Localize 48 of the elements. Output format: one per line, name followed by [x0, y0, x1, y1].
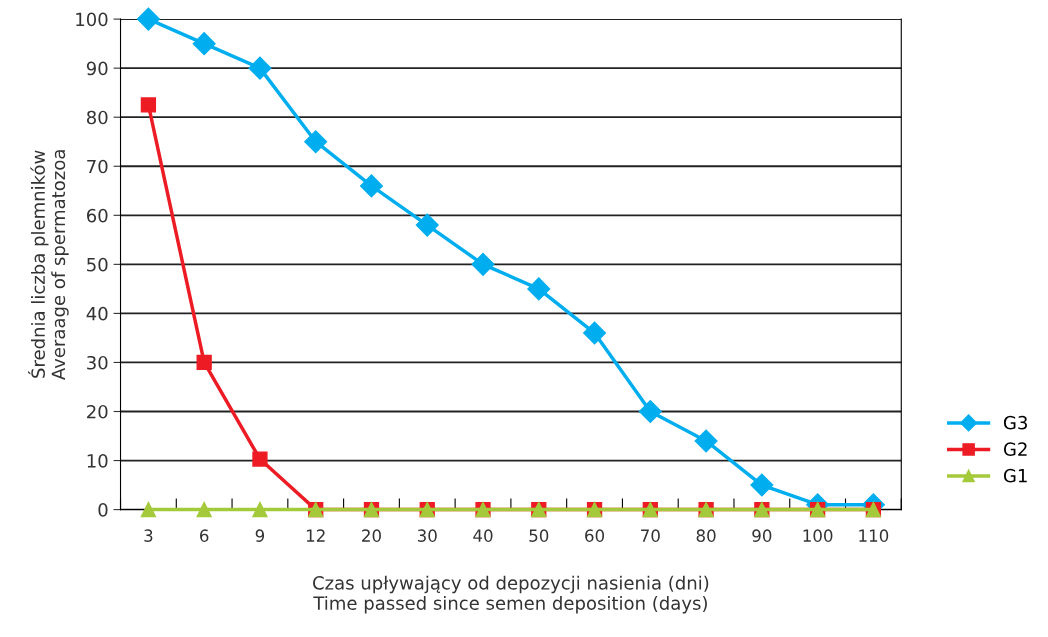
y-tick-label: 40 [86, 306, 108, 321]
point [192, 32, 216, 56]
point [252, 451, 268, 467]
point [136, 7, 160, 31]
point [252, 501, 268, 518]
x-tick-label: 110 [859, 529, 889, 542]
y-tick-label: 20 [87, 404, 108, 419]
x-tick-label: 3 [144, 529, 153, 542]
point [359, 174, 383, 198]
x-tick-label: 20 [362, 529, 381, 542]
point [583, 321, 607, 345]
y-tick-label: 80 [86, 110, 108, 125]
x-tick-label: 90 [752, 529, 772, 542]
point [694, 429, 718, 453]
x-tick-label: 9 [255, 529, 265, 542]
y-axis-title: Średnia liczba plemników Averaage of spermatozoa [28, 150, 69, 380]
x-tick-label: 6 [200, 529, 209, 542]
point [304, 130, 328, 154]
point [196, 354, 212, 371]
x-tick-label: 50 [529, 529, 549, 542]
point [750, 473, 774, 497]
legend-label: G3 [1003, 415, 1027, 430]
x-tick-label: 80 [696, 529, 716, 542]
y-tick-label: 10 [87, 454, 108, 468]
y-tick-label: 50 [87, 257, 108, 272]
point [638, 400, 662, 423]
legend-label: G1 [1003, 468, 1027, 483]
y-tick-label: 100 [76, 12, 108, 27]
x-tick-label: 100 [803, 529, 833, 542]
point [140, 97, 157, 113]
point [248, 56, 272, 80]
y-tick-label: 70 [87, 159, 108, 174]
x-tick-label: 60 [585, 529, 605, 542]
point [415, 213, 439, 237]
y-tick-label: 30 [87, 355, 108, 370]
x-axis-title: Czas upływający od depozycji nasienia (dni) Time passed since semen deposition (days) [313, 575, 709, 614]
x-tick-label: 40 [473, 529, 493, 542]
x-tick-label: 30 [417, 529, 437, 542]
legend-label: G2 [1003, 442, 1027, 456]
y-tick-label: 0 [98, 503, 108, 517]
x-tick-label: 70 [641, 529, 660, 542]
point [196, 501, 212, 518]
y-tick-label: 60 [87, 208, 108, 223]
point [471, 252, 495, 276]
point [527, 277, 551, 301]
point [140, 501, 157, 518]
x-tick-label: 12 [306, 529, 325, 542]
y-tick-label: 90 [86, 61, 108, 76]
